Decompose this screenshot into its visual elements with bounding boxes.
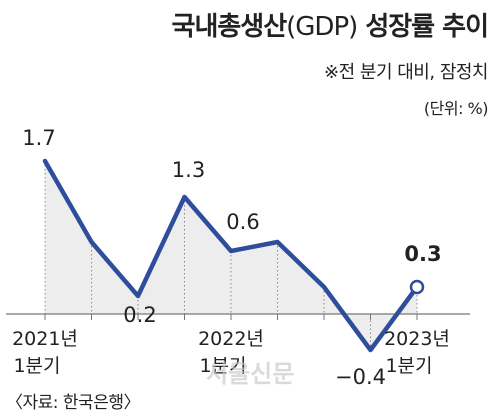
chart-note: ※전 분기 대비, 잠정치 — [324, 62, 488, 83]
unit-label: (단위: %) — [423, 99, 489, 118]
title-rest: 성장률 추이 — [357, 12, 489, 42]
data-label: 1.3 — [172, 158, 205, 182]
data-label: 1.7 — [22, 126, 55, 150]
data-label: −0.4 — [335, 365, 386, 389]
chart-title: 국내총생산(GDP) 성장률 추이 — [0, 6, 489, 43]
x-tick-label-quarter: 1분기 — [199, 355, 246, 377]
x-tick-label-quarter: 1분기 — [13, 355, 60, 377]
series-line — [42, 158, 420, 353]
data-label: 0.6 — [226, 210, 259, 234]
x-tick-label-year: 2023년 — [384, 328, 450, 350]
data-label: 0.2 — [123, 303, 156, 327]
title-main: 국내총생산 — [171, 12, 288, 42]
source-label: 〈자료: 한국은행〉 — [6, 393, 140, 413]
data-label: 0.3 — [404, 242, 441, 266]
x-tick-label-year: 2021년 — [12, 328, 78, 350]
x-tick-label-quarter: 1분기 — [385, 355, 432, 377]
title-gdp: (GDP) — [286, 12, 358, 42]
x-tick-label-year: 2022년 — [198, 328, 264, 350]
last-point-marker — [409, 279, 425, 295]
watermark: 서울신문 — [206, 360, 295, 388]
